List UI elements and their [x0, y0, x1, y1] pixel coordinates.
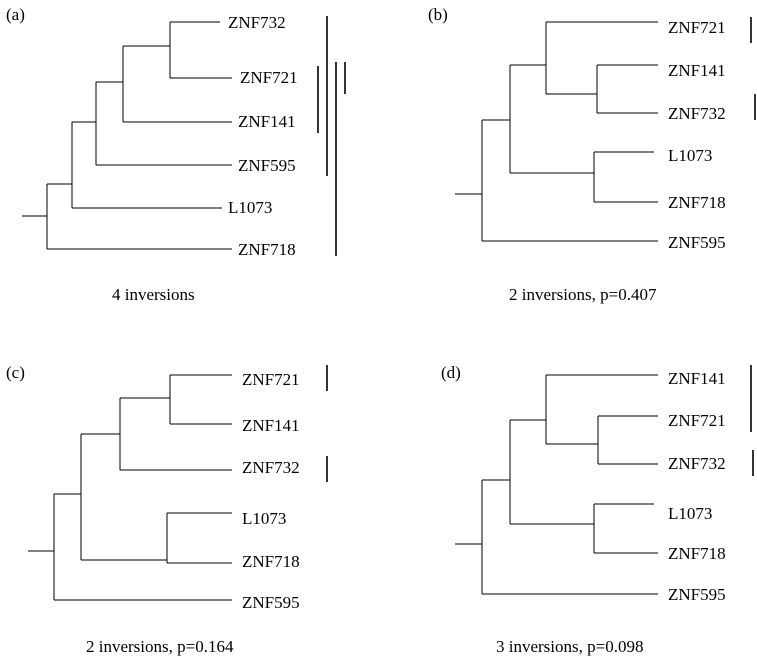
leaf-label: ZNF141	[242, 416, 300, 435]
panel-a-label: (a)	[6, 5, 25, 24]
panel-d: (d) ZNF141 ZNF721 ZNF732 L1073 ZNF718 ZN…	[441, 363, 754, 656]
panel-b-caption: 2 inversions, p=0.407	[509, 285, 657, 304]
inversion-bars	[750, 365, 754, 476]
leaf-label: L1073	[668, 146, 712, 165]
panel-b-label: (b)	[428, 5, 448, 24]
inversion-bars	[317, 16, 346, 256]
leaf-label: ZNF718	[242, 552, 300, 571]
leaf-label: ZNF732	[228, 13, 286, 32]
panel-a: (a) ZNF732 ZNF721 ZNF141 ZNF595 L1073 ZN…	[6, 5, 346, 304]
leaf-label: ZNF718	[668, 193, 726, 212]
panel-d-caption: 3 inversions, p=0.098	[496, 637, 643, 656]
leaf-label: L1073	[228, 198, 272, 217]
panel-c-tree	[28, 374, 232, 601]
leaf-label: L1073	[242, 509, 286, 528]
panel-a-tree	[22, 21, 232, 250]
leaf-label: ZNF732	[668, 104, 726, 123]
leaf-label: ZNF718	[668, 544, 726, 563]
panel-b-tree	[455, 21, 658, 242]
panel-b: (b) ZNF721 ZNF141 ZNF732 L1073 ZNF718 ZN…	[428, 5, 756, 304]
panel-c-label: (c)	[6, 363, 25, 382]
leaf-label: ZNF718	[238, 240, 296, 259]
leaf-label: ZNF721	[240, 68, 298, 87]
panel-d-label: (d)	[441, 363, 461, 382]
inversion-bars	[750, 17, 756, 120]
leaf-label: ZNF141	[668, 369, 726, 388]
leaf-label: ZNF732	[242, 458, 300, 477]
leaf-label: ZNF595	[238, 156, 296, 175]
leaf-label: ZNF141	[668, 61, 726, 80]
leaf-label: ZNF141	[238, 112, 296, 131]
panel-c-caption: 2 inversions, p=0.164	[86, 637, 234, 656]
panel-d-tree	[455, 374, 658, 595]
leaf-label: ZNF721	[242, 370, 300, 389]
leaf-label: ZNF595	[242, 593, 300, 612]
leaf-label: ZNF721	[668, 18, 726, 37]
leaf-label: ZNF595	[668, 233, 726, 252]
panel-c: (c) ZNF721 ZNF141 ZNF732 L1073 ZNF718 ZN…	[6, 363, 328, 656]
leaf-label: ZNF721	[668, 411, 726, 430]
leaf-label: ZNF732	[668, 454, 726, 473]
leaf-label: L1073	[668, 504, 712, 523]
panel-a-caption: 4 inversions	[112, 285, 195, 304]
leaf-label: ZNF595	[668, 585, 726, 604]
